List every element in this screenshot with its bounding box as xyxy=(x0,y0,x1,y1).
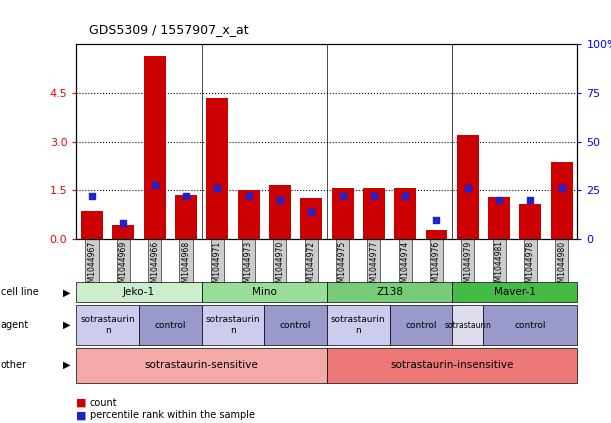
Text: Maver-1: Maver-1 xyxy=(494,287,536,297)
Text: control: control xyxy=(405,321,437,330)
Text: Jeko-1: Jeko-1 xyxy=(123,287,155,297)
Bar xyxy=(112,225,134,239)
Point xyxy=(306,209,316,215)
Text: cell line: cell line xyxy=(1,287,38,297)
Bar xyxy=(238,190,260,239)
Text: sotrastaurin
n: sotrastaurin n xyxy=(81,316,135,335)
Bar xyxy=(363,188,385,239)
Bar xyxy=(425,230,447,239)
Point xyxy=(557,185,566,192)
Bar xyxy=(144,56,166,239)
Point xyxy=(431,216,441,223)
Text: control: control xyxy=(155,321,186,330)
Bar xyxy=(207,98,229,239)
Text: sotrastaurin
n: sotrastaurin n xyxy=(206,316,260,335)
Point xyxy=(338,193,348,200)
Text: agent: agent xyxy=(1,320,29,330)
Text: Mino: Mino xyxy=(252,287,277,297)
Point xyxy=(525,197,535,203)
Point xyxy=(400,193,410,200)
Text: Z138: Z138 xyxy=(376,287,403,297)
Bar xyxy=(332,188,354,239)
Text: ▶: ▶ xyxy=(63,287,70,297)
Text: control: control xyxy=(514,321,546,330)
Point xyxy=(463,185,473,192)
Bar xyxy=(519,204,541,239)
Text: count: count xyxy=(90,398,117,408)
Point xyxy=(119,220,128,227)
Text: ■: ■ xyxy=(76,410,87,420)
Point xyxy=(213,185,222,192)
Bar xyxy=(300,198,322,239)
Point xyxy=(150,181,159,188)
Text: ▶: ▶ xyxy=(63,360,70,370)
Text: sotrastaurin: sotrastaurin xyxy=(444,321,491,330)
Point xyxy=(494,197,504,203)
Text: sotrastaurin-sensitive: sotrastaurin-sensitive xyxy=(145,360,258,370)
Bar xyxy=(394,188,416,239)
Bar xyxy=(488,198,510,239)
Bar xyxy=(175,195,197,239)
Text: percentile rank within the sample: percentile rank within the sample xyxy=(90,410,255,420)
Bar xyxy=(457,135,479,239)
Text: GDS5309 / 1557907_x_at: GDS5309 / 1557907_x_at xyxy=(89,23,248,36)
Text: other: other xyxy=(1,360,27,370)
Bar xyxy=(551,162,573,239)
Point xyxy=(181,193,191,200)
Point xyxy=(275,197,285,203)
Bar xyxy=(81,212,103,239)
Text: sotrastaurin-insensitive: sotrastaurin-insensitive xyxy=(390,360,514,370)
Text: control: control xyxy=(280,321,312,330)
Point xyxy=(369,193,379,200)
Text: sotrastaurin
n: sotrastaurin n xyxy=(331,316,386,335)
Text: ▶: ▶ xyxy=(63,320,70,330)
Bar xyxy=(269,186,291,239)
Text: ■: ■ xyxy=(76,398,87,408)
Point xyxy=(244,193,254,200)
Point xyxy=(87,193,97,200)
